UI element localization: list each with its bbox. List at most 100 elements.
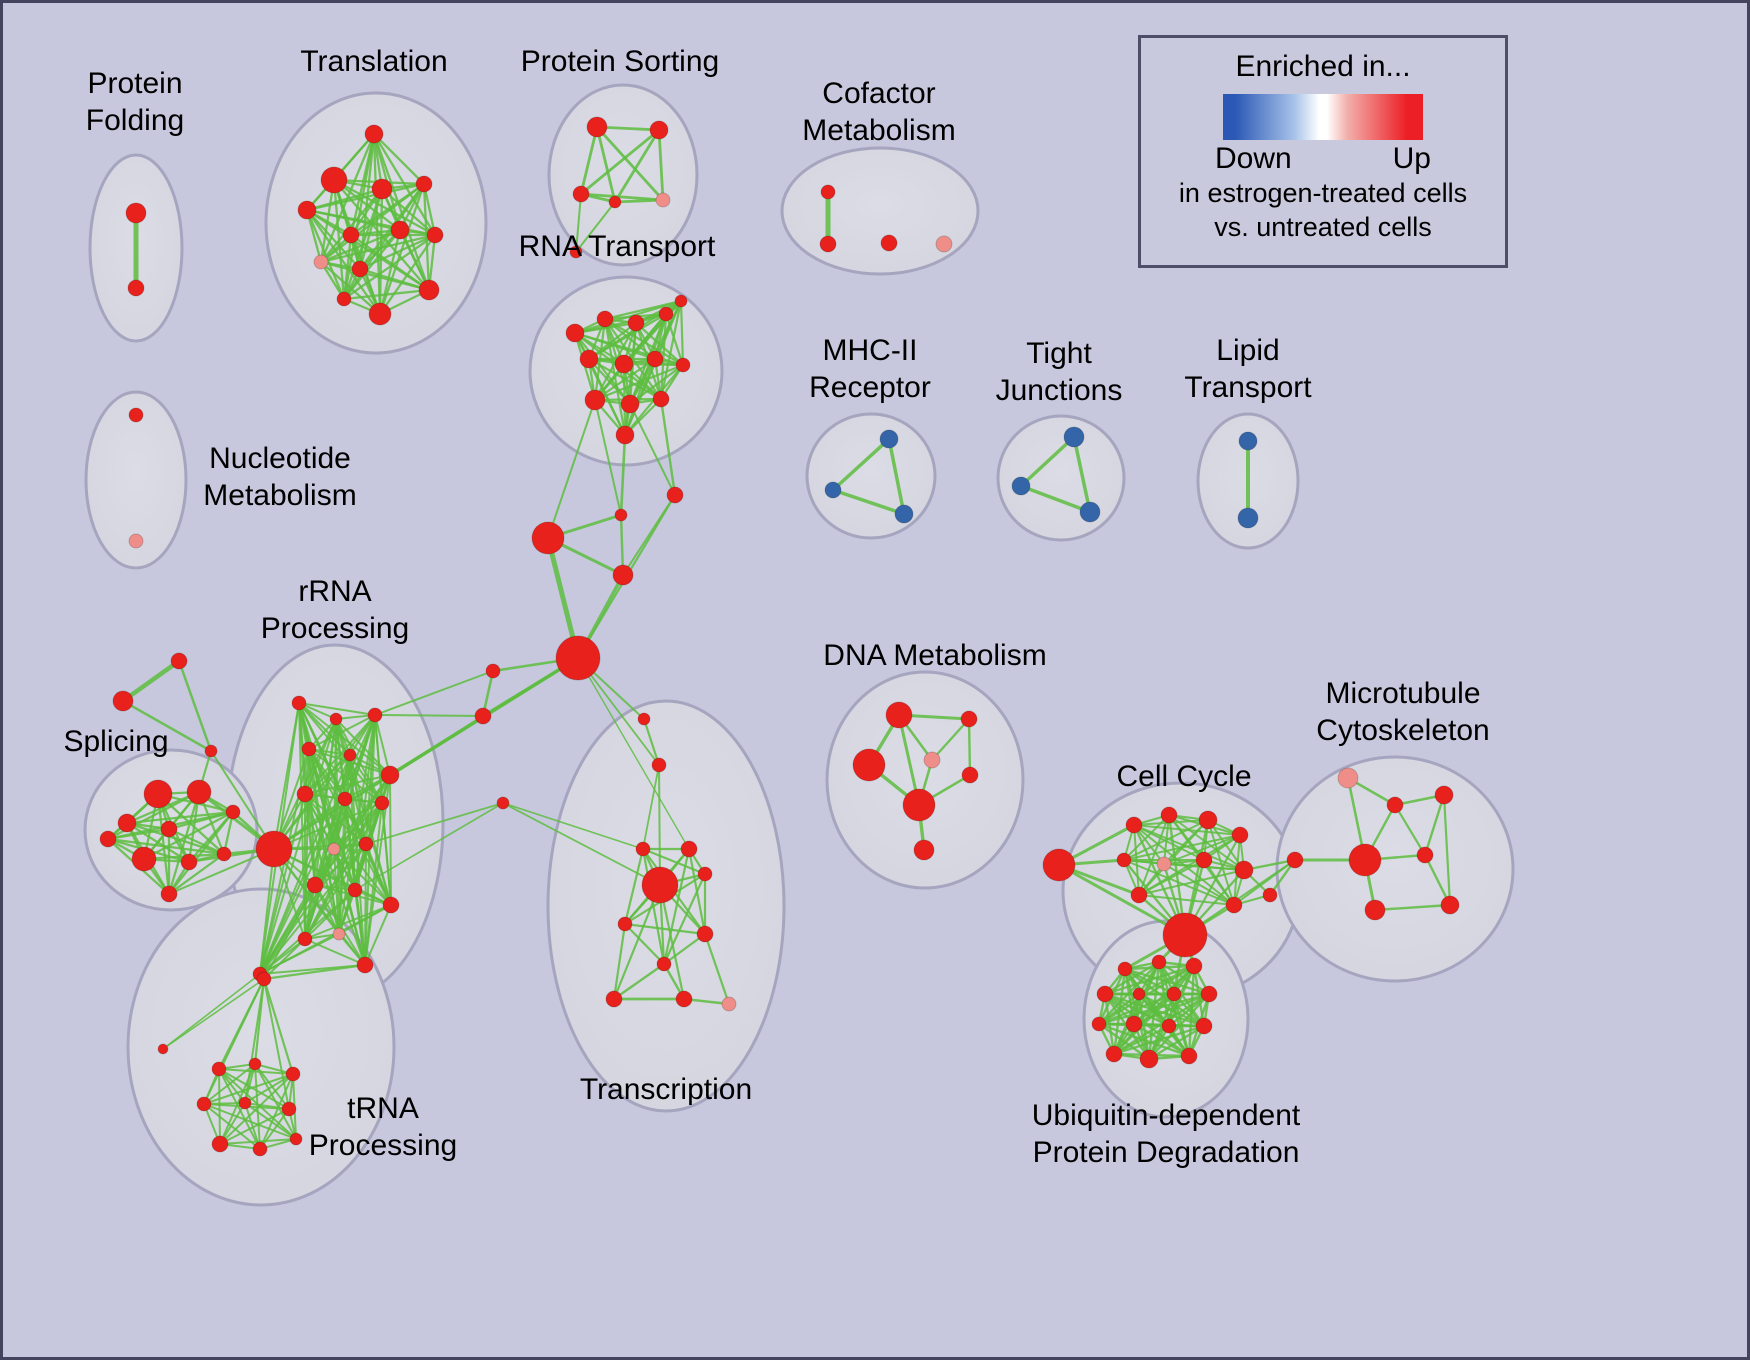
edge <box>593 357 657 402</box>
node-pf1 <box>125 202 147 224</box>
node-sl6 <box>131 846 157 872</box>
cluster-label-mhc-ii-receptor: MHC-II Receptor <box>809 334 931 404</box>
edge <box>378 233 437 316</box>
edge <box>1097 992 1141 1026</box>
edge <box>342 233 437 301</box>
node-rr16 <box>332 927 346 941</box>
node-sp8 <box>496 796 510 810</box>
edge <box>1207 819 1235 906</box>
edge <box>603 299 683 321</box>
node-cm1 <box>820 184 836 200</box>
label-layer: Protein Folding Translation Protein Sorting… <box>63 45 1489 1169</box>
edge <box>162 978 265 1050</box>
edge <box>658 883 686 1001</box>
edge <box>642 717 661 767</box>
node-ub5 <box>1132 987 1146 1001</box>
node-lt2 <box>1237 507 1259 529</box>
node-nm2 <box>128 533 144 549</box>
node-ub11 <box>1195 1017 1213 1035</box>
node-cc4 <box>1198 810 1218 830</box>
node-tj1 <box>1063 426 1085 448</box>
edge <box>168 848 275 895</box>
node-cc13 <box>1262 887 1278 903</box>
node-mt2 <box>1386 796 1404 814</box>
edge <box>167 810 235 896</box>
edge <box>658 764 661 886</box>
edge <box>305 208 362 271</box>
edge <box>203 1073 294 1105</box>
node-mt1 <box>1337 767 1359 789</box>
node-t1 <box>364 124 384 144</box>
edge <box>623 321 638 437</box>
node-rt12 <box>652 390 670 408</box>
edge <box>1019 435 1076 488</box>
edge <box>831 437 891 492</box>
cluster-cofactor-metabolism <box>780 146 980 276</box>
edge <box>1123 834 1241 861</box>
legend-caption-line2: vs. untreated cells <box>1214 212 1432 242</box>
node-tr1 <box>637 712 651 726</box>
node-rt3 <box>627 314 645 332</box>
node-tr12 <box>721 996 737 1012</box>
node-t7 <box>390 220 410 240</box>
network-svg: Protein Folding Translation Protein Sorting… <box>63 45 1515 1207</box>
node-sl8 <box>216 846 232 862</box>
cluster-label-rna-transport: RNA Transport <box>519 230 716 263</box>
node-mt4 <box>1286 851 1304 869</box>
edge <box>365 802 504 845</box>
edge <box>547 399 596 539</box>
edge <box>1133 824 1165 865</box>
edge <box>502 802 661 886</box>
node-dm1 <box>885 701 913 729</box>
node-ub6 <box>1166 986 1182 1002</box>
edge <box>831 488 906 516</box>
edge <box>573 331 632 406</box>
edge <box>629 403 676 496</box>
node-dm2 <box>960 710 978 728</box>
edge <box>662 872 707 966</box>
node-rr18 <box>356 956 374 974</box>
edge <box>703 932 731 1006</box>
edge <box>121 699 213 753</box>
legend-up-label: Up <box>1392 142 1431 175</box>
edge <box>244 1073 294 1104</box>
cluster-label-microtubule-cytoskeleton: Microtubule Cytoskeleton <box>1316 677 1489 747</box>
edge <box>349 754 366 966</box>
node-ub3 <box>1185 957 1203 975</box>
edge <box>319 182 426 264</box>
node-sp1 <box>666 486 684 504</box>
node-tn9 <box>211 1135 229 1153</box>
node-sp6 <box>485 663 501 679</box>
edge <box>219 1138 297 1145</box>
node-cc12 <box>1225 896 1243 914</box>
edge <box>659 299 683 401</box>
edge <box>304 774 391 795</box>
node-mt6 <box>1416 846 1434 864</box>
node-tn10 <box>252 1141 268 1157</box>
edge <box>1057 863 1187 937</box>
node-ps2 <box>649 120 669 140</box>
edge <box>203 978 265 1105</box>
edge <box>354 802 504 891</box>
edge <box>587 357 627 437</box>
node-rr5 <box>343 748 357 762</box>
edge <box>613 198 665 204</box>
node-cc7 <box>1156 856 1172 872</box>
node-t4 <box>371 178 393 200</box>
edge <box>1123 814 1170 861</box>
node-rr10 <box>255 830 293 868</box>
edge <box>305 208 346 301</box>
cluster-label-trna-processing: tRNA Processing <box>309 1092 457 1162</box>
edge <box>378 187 384 316</box>
node-mt8 <box>1440 895 1460 915</box>
node-t3 <box>297 200 317 220</box>
edge <box>1097 992 1176 1026</box>
node-tr5 <box>641 866 679 904</box>
node-st3 <box>204 744 218 758</box>
edge <box>304 904 392 940</box>
node-rr15 <box>382 896 400 914</box>
node-rt6 <box>579 349 599 369</box>
edge <box>319 187 384 264</box>
edge <box>259 793 306 975</box>
node-ub8 <box>1091 1016 1107 1032</box>
